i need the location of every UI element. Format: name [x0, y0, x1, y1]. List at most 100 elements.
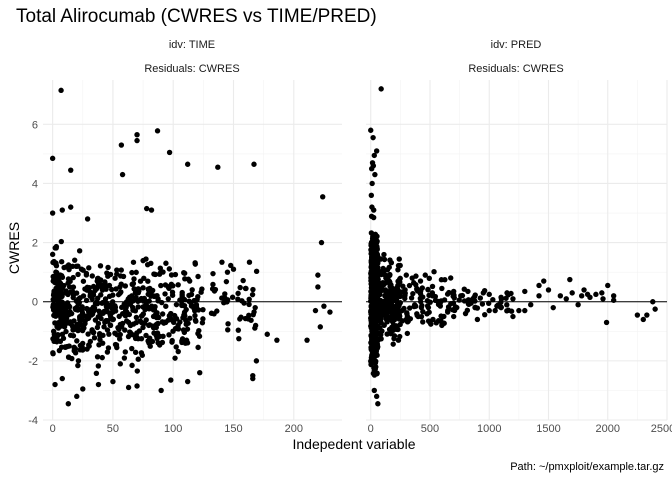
data-point	[95, 314, 102, 320]
data-point	[541, 278, 547, 284]
data-point	[186, 278, 193, 284]
data-point	[225, 327, 231, 333]
data-point	[229, 294, 236, 300]
data-point	[105, 345, 112, 351]
data-point	[375, 260, 381, 266]
panel-grid	[366, 80, 668, 421]
x-tick-label: 2000	[596, 423, 620, 435]
data-point	[52, 245, 58, 251]
data-point	[199, 286, 205, 292]
data-point	[425, 286, 431, 293]
data-point	[84, 216, 91, 222]
data-point	[593, 291, 599, 298]
data-point	[253, 358, 260, 364]
data-point	[102, 319, 108, 325]
data-point	[479, 301, 486, 307]
data-point	[93, 285, 99, 292]
data-point	[219, 259, 225, 265]
data-point	[425, 304, 432, 311]
data-point	[168, 316, 174, 322]
data-point	[134, 137, 140, 144]
data-point	[83, 297, 90, 304]
data-point	[264, 331, 270, 337]
data-point	[387, 257, 393, 263]
data-point	[522, 288, 528, 295]
data-point	[143, 256, 149, 262]
data-point	[368, 354, 375, 361]
data-point	[61, 324, 68, 330]
data-point	[486, 291, 492, 298]
data-point	[63, 303, 70, 310]
data-point	[110, 378, 116, 385]
data-point	[63, 328, 69, 335]
data-point	[185, 320, 191, 326]
data-point	[132, 289, 139, 296]
data-point	[123, 318, 130, 324]
data-point	[63, 290, 70, 296]
data-point	[57, 307, 63, 313]
data-point	[162, 291, 168, 297]
data-point	[61, 264, 67, 271]
data-point	[371, 329, 377, 335]
data-point	[58, 258, 65, 265]
data-point	[242, 285, 249, 292]
data-point	[448, 300, 454, 307]
data-point	[563, 296, 569, 302]
data-point	[371, 387, 377, 394]
data-point	[79, 347, 86, 353]
data-point	[146, 306, 152, 312]
data-point	[315, 272, 321, 278]
data-points	[43, 87, 342, 407]
y-tick-label: -2	[28, 356, 38, 368]
x-tick-label: 50	[107, 423, 119, 435]
data-point	[510, 313, 516, 320]
data-point	[221, 300, 227, 306]
data-point	[121, 355, 128, 361]
data-point	[373, 148, 380, 154]
data-point	[550, 304, 556, 311]
data-point	[132, 295, 138, 302]
data-point	[605, 282, 611, 289]
data-point	[137, 278, 144, 284]
data-point	[68, 204, 74, 210]
data-point	[384, 318, 390, 324]
data-point	[56, 347, 63, 354]
data-point	[71, 344, 77, 351]
data-point	[396, 256, 402, 262]
data-point	[122, 327, 128, 333]
data-point	[545, 287, 552, 293]
data-point	[321, 303, 327, 309]
data-point	[230, 266, 237, 272]
data-point	[390, 315, 396, 322]
data-point	[136, 328, 143, 334]
data-point	[52, 292, 58, 298]
data-point	[214, 308, 220, 314]
data-point	[439, 285, 445, 292]
data-point	[140, 311, 147, 317]
data-point	[318, 239, 325, 246]
data-point	[246, 296, 252, 302]
data-point	[368, 361, 374, 368]
data-point	[53, 260, 59, 266]
data-point	[117, 290, 123, 296]
data-point	[159, 339, 166, 346]
data-point	[55, 281, 61, 287]
data-point	[98, 282, 104, 288]
data-point	[373, 239, 379, 246]
data-point	[51, 337, 57, 344]
data-point	[406, 282, 413, 289]
data-point	[482, 311, 488, 318]
data-point	[439, 322, 445, 329]
data-point	[368, 344, 374, 351]
data-point	[181, 312, 187, 318]
data-point	[600, 296, 606, 302]
data-point	[169, 292, 176, 298]
data-point	[166, 266, 173, 272]
data-point	[504, 308, 510, 314]
data-point	[375, 313, 382, 319]
data-point	[107, 271, 114, 278]
data-point	[375, 304, 381, 310]
panel-grid	[43, 80, 342, 421]
data-point	[52, 381, 58, 388]
data-point	[159, 311, 166, 317]
